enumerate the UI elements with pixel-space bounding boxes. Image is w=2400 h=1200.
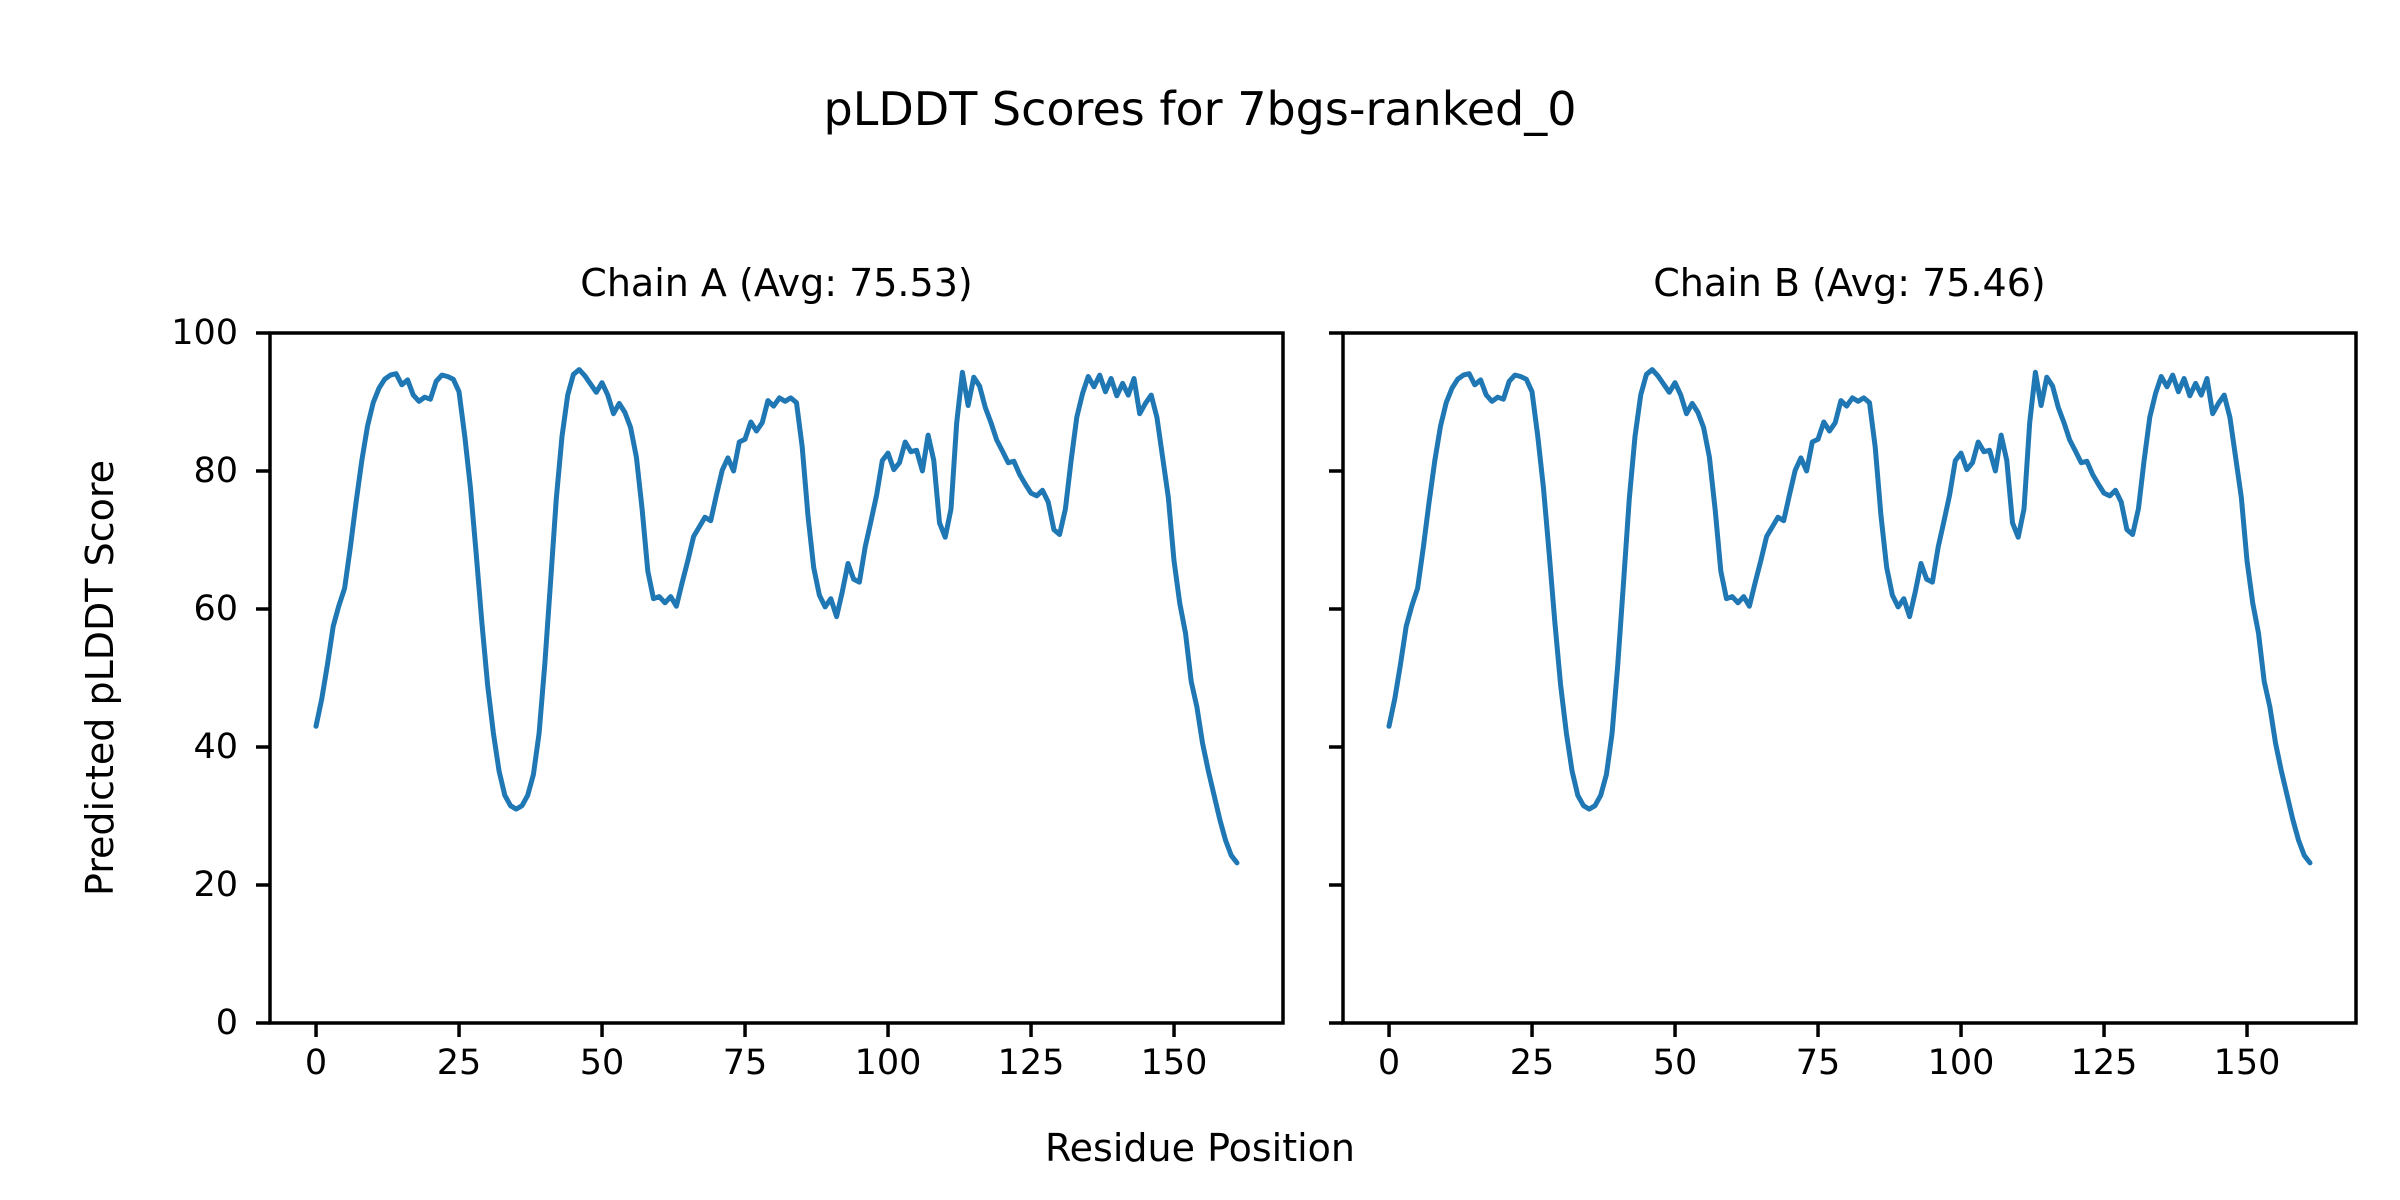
x-tick-label: 25	[436, 1043, 482, 1083]
x-tick-label: 75	[1795, 1043, 1841, 1083]
y-tick-label: 100	[171, 313, 238, 353]
x-tick-label: 25	[1509, 1043, 1555, 1083]
subplot-chain-b-title: Chain B (Avg: 75.46)	[1653, 261, 2046, 305]
x-tick-label: 50	[1652, 1043, 1698, 1083]
y-tick-label: 0	[215, 1003, 238, 1043]
x-tick-label: 150	[1140, 1043, 1208, 1083]
axes-spines	[1341, 331, 2358, 1025]
subplot-chain-b: Chain B (Avg: 75.46) 0 25 50 75 100 125 150	[1329, 261, 2358, 1083]
axes-chain-b	[1329, 331, 2358, 1037]
tick-marks	[256, 331, 1176, 1037]
x-tick-label: 75	[722, 1043, 768, 1083]
y-tick-label: 80	[193, 451, 238, 491]
y-tick-label: 60	[193, 589, 238, 629]
tick-marks	[1329, 331, 2249, 1037]
y-axis-label: Predicted pLDDT Score	[78, 460, 122, 896]
subplot-chain-a-title: Chain A (Avg: 75.53)	[580, 261, 973, 305]
x-tick-label: 0	[1377, 1043, 1401, 1083]
y-tick-label: 40	[193, 727, 238, 767]
subplot-chain-a: Chain A (Avg: 75.53) 0 25 50 75 100 125 150 0 20…	[171, 261, 1285, 1083]
x-tick-label: 150	[2213, 1043, 2281, 1083]
x-tick-label: 125	[997, 1043, 1065, 1083]
x-axis-label: Residue Position	[1044, 1126, 1356, 1170]
x-tick-label: 100	[854, 1043, 922, 1083]
plddt-line-chain-a	[313, 367, 1240, 866]
x-tick-label: 0	[304, 1043, 328, 1083]
plddt-line-chain-b	[1386, 367, 2313, 866]
x-tick-label: 100	[1927, 1043, 1995, 1083]
y-tick-label: 20	[193, 865, 238, 905]
x-tick-label: 125	[2070, 1043, 2138, 1083]
axes-spines	[268, 331, 1285, 1025]
axes-chain-a	[256, 331, 1285, 1037]
figure-title: pLDDT Scores for 7bgs-ranked_0	[823, 82, 1577, 136]
x-tick-label: 50	[579, 1043, 625, 1083]
